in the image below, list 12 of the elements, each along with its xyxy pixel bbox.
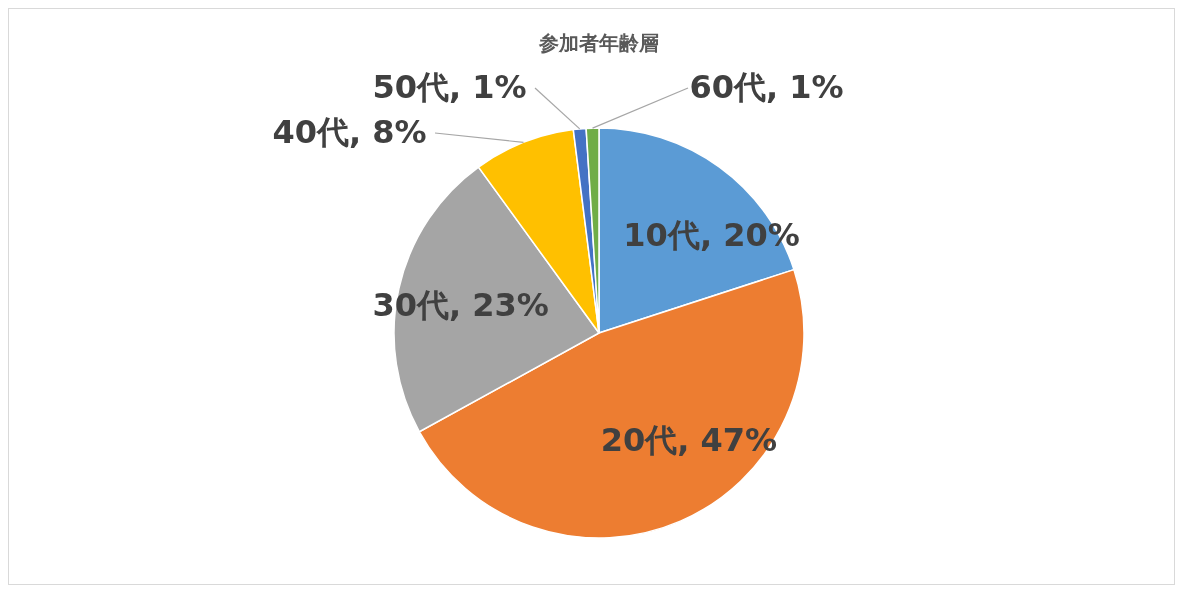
data-label: , 47% (677, 421, 778, 460)
slice-label: 50代 (372, 68, 449, 106)
slice-label: 40代 (272, 113, 349, 151)
slice-label: 10代 (623, 215, 700, 254)
slice-label: 60代 (689, 68, 766, 106)
data-label: , 8% (349, 113, 427, 151)
data-label: , 1% (766, 68, 844, 106)
slice-label: 30代 (372, 286, 449, 325)
slice-label: 20代 (600, 421, 678, 460)
data-label: , 23% (448, 286, 549, 325)
data-label: , 1% (449, 68, 527, 106)
chart-title: 参加者年齢層 (538, 31, 659, 55)
